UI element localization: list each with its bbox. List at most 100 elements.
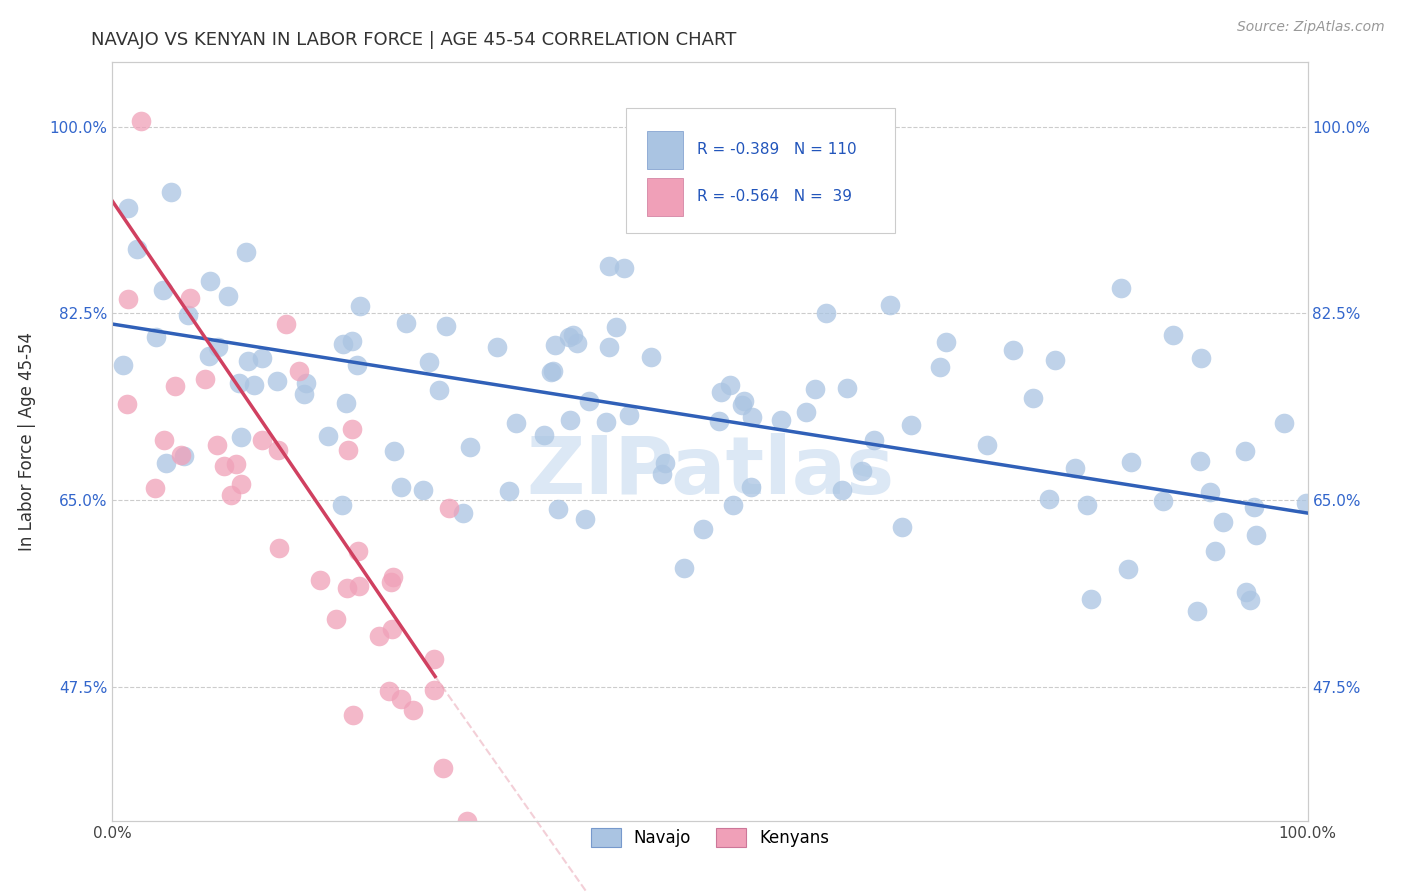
Point [1212,515,1234,529]
Point [330,498,353,512]
Point [1239,592,1261,607]
Point [1038,491,1060,506]
Point [651,467,673,482]
Point [879,298,901,312]
Point [129,114,152,128]
Point [229,477,252,491]
Point [458,440,481,454]
Point [1080,591,1102,606]
Point [217,289,239,303]
Point [437,501,460,516]
Y-axis label: In Labor Force | Age 45-54: In Labor Force | Age 45-54 [18,332,35,551]
Point [710,384,733,399]
Point [900,418,922,433]
Point [804,382,827,396]
Point [236,354,259,368]
Point [851,465,873,479]
Point [143,481,166,495]
Point [1161,328,1184,343]
Point [831,483,853,498]
Point [207,340,229,354]
Point [412,483,434,497]
Point [198,349,221,363]
Point [145,330,167,344]
Point [229,430,252,444]
Point [346,544,368,558]
Point [380,575,402,590]
Point [170,448,193,462]
Point [1234,443,1257,458]
Point [1204,544,1226,558]
Point [219,488,242,502]
Point [456,814,478,828]
Point [578,393,600,408]
Point [212,458,235,473]
Point [402,703,425,717]
Point [1001,343,1024,358]
Point [558,329,581,343]
Point [335,396,357,410]
Point [731,399,754,413]
Text: NAVAJO VS KENYAN IN LABOR FORCE | AGE 45-54 CORRELATION CHART: NAVAJO VS KENYAN IN LABOR FORCE | AGE 45… [91,31,737,49]
Point [349,299,371,313]
Text: Source: ZipAtlas.com: Source: ZipAtlas.com [1237,20,1385,34]
Point [1109,281,1132,295]
Point [707,414,730,428]
Point [1244,528,1267,542]
Point [318,429,340,443]
FancyBboxPatch shape [627,108,896,233]
Point [613,260,636,275]
Text: R = -0.564   N =  39: R = -0.564 N = 39 [697,189,852,204]
Point [640,350,662,364]
Point [382,444,405,458]
Point [740,480,762,494]
Point [617,408,640,422]
Bar [647,178,682,216]
Point [562,328,585,343]
Point [1189,351,1212,365]
Point [1021,391,1043,405]
Point [160,185,183,199]
Point [720,378,742,392]
Point [250,433,273,447]
Point [347,579,370,593]
Point [453,506,475,520]
Point [741,409,763,424]
Point [863,433,886,447]
Point [308,573,330,587]
Point [152,283,174,297]
Point [654,456,676,470]
Point [276,317,298,331]
Point [342,334,364,348]
Legend: Navajo, Kenyans: Navajo, Kenyans [583,822,837,854]
Point [295,376,318,390]
Point [558,413,581,427]
Point [1076,498,1098,512]
Point [179,291,201,305]
Point [423,652,446,666]
Point [418,355,440,369]
Point [242,378,264,392]
Point [769,412,792,426]
Point [267,541,290,555]
Point [155,456,177,470]
Point [505,416,527,430]
Point [891,520,914,534]
Text: R = -0.389   N = 110: R = -0.389 N = 110 [697,142,856,157]
Point [486,340,509,354]
Point [605,319,627,334]
Point [389,481,412,495]
Point [1272,416,1295,430]
Point [935,335,957,350]
Point [794,404,817,418]
Point [598,340,620,354]
Point [225,458,247,472]
Point [381,623,404,637]
Point [723,498,745,512]
Point [342,707,364,722]
Point [111,358,134,372]
Point [540,365,562,379]
Point [266,443,288,458]
Point [598,260,620,274]
Point [115,397,138,411]
